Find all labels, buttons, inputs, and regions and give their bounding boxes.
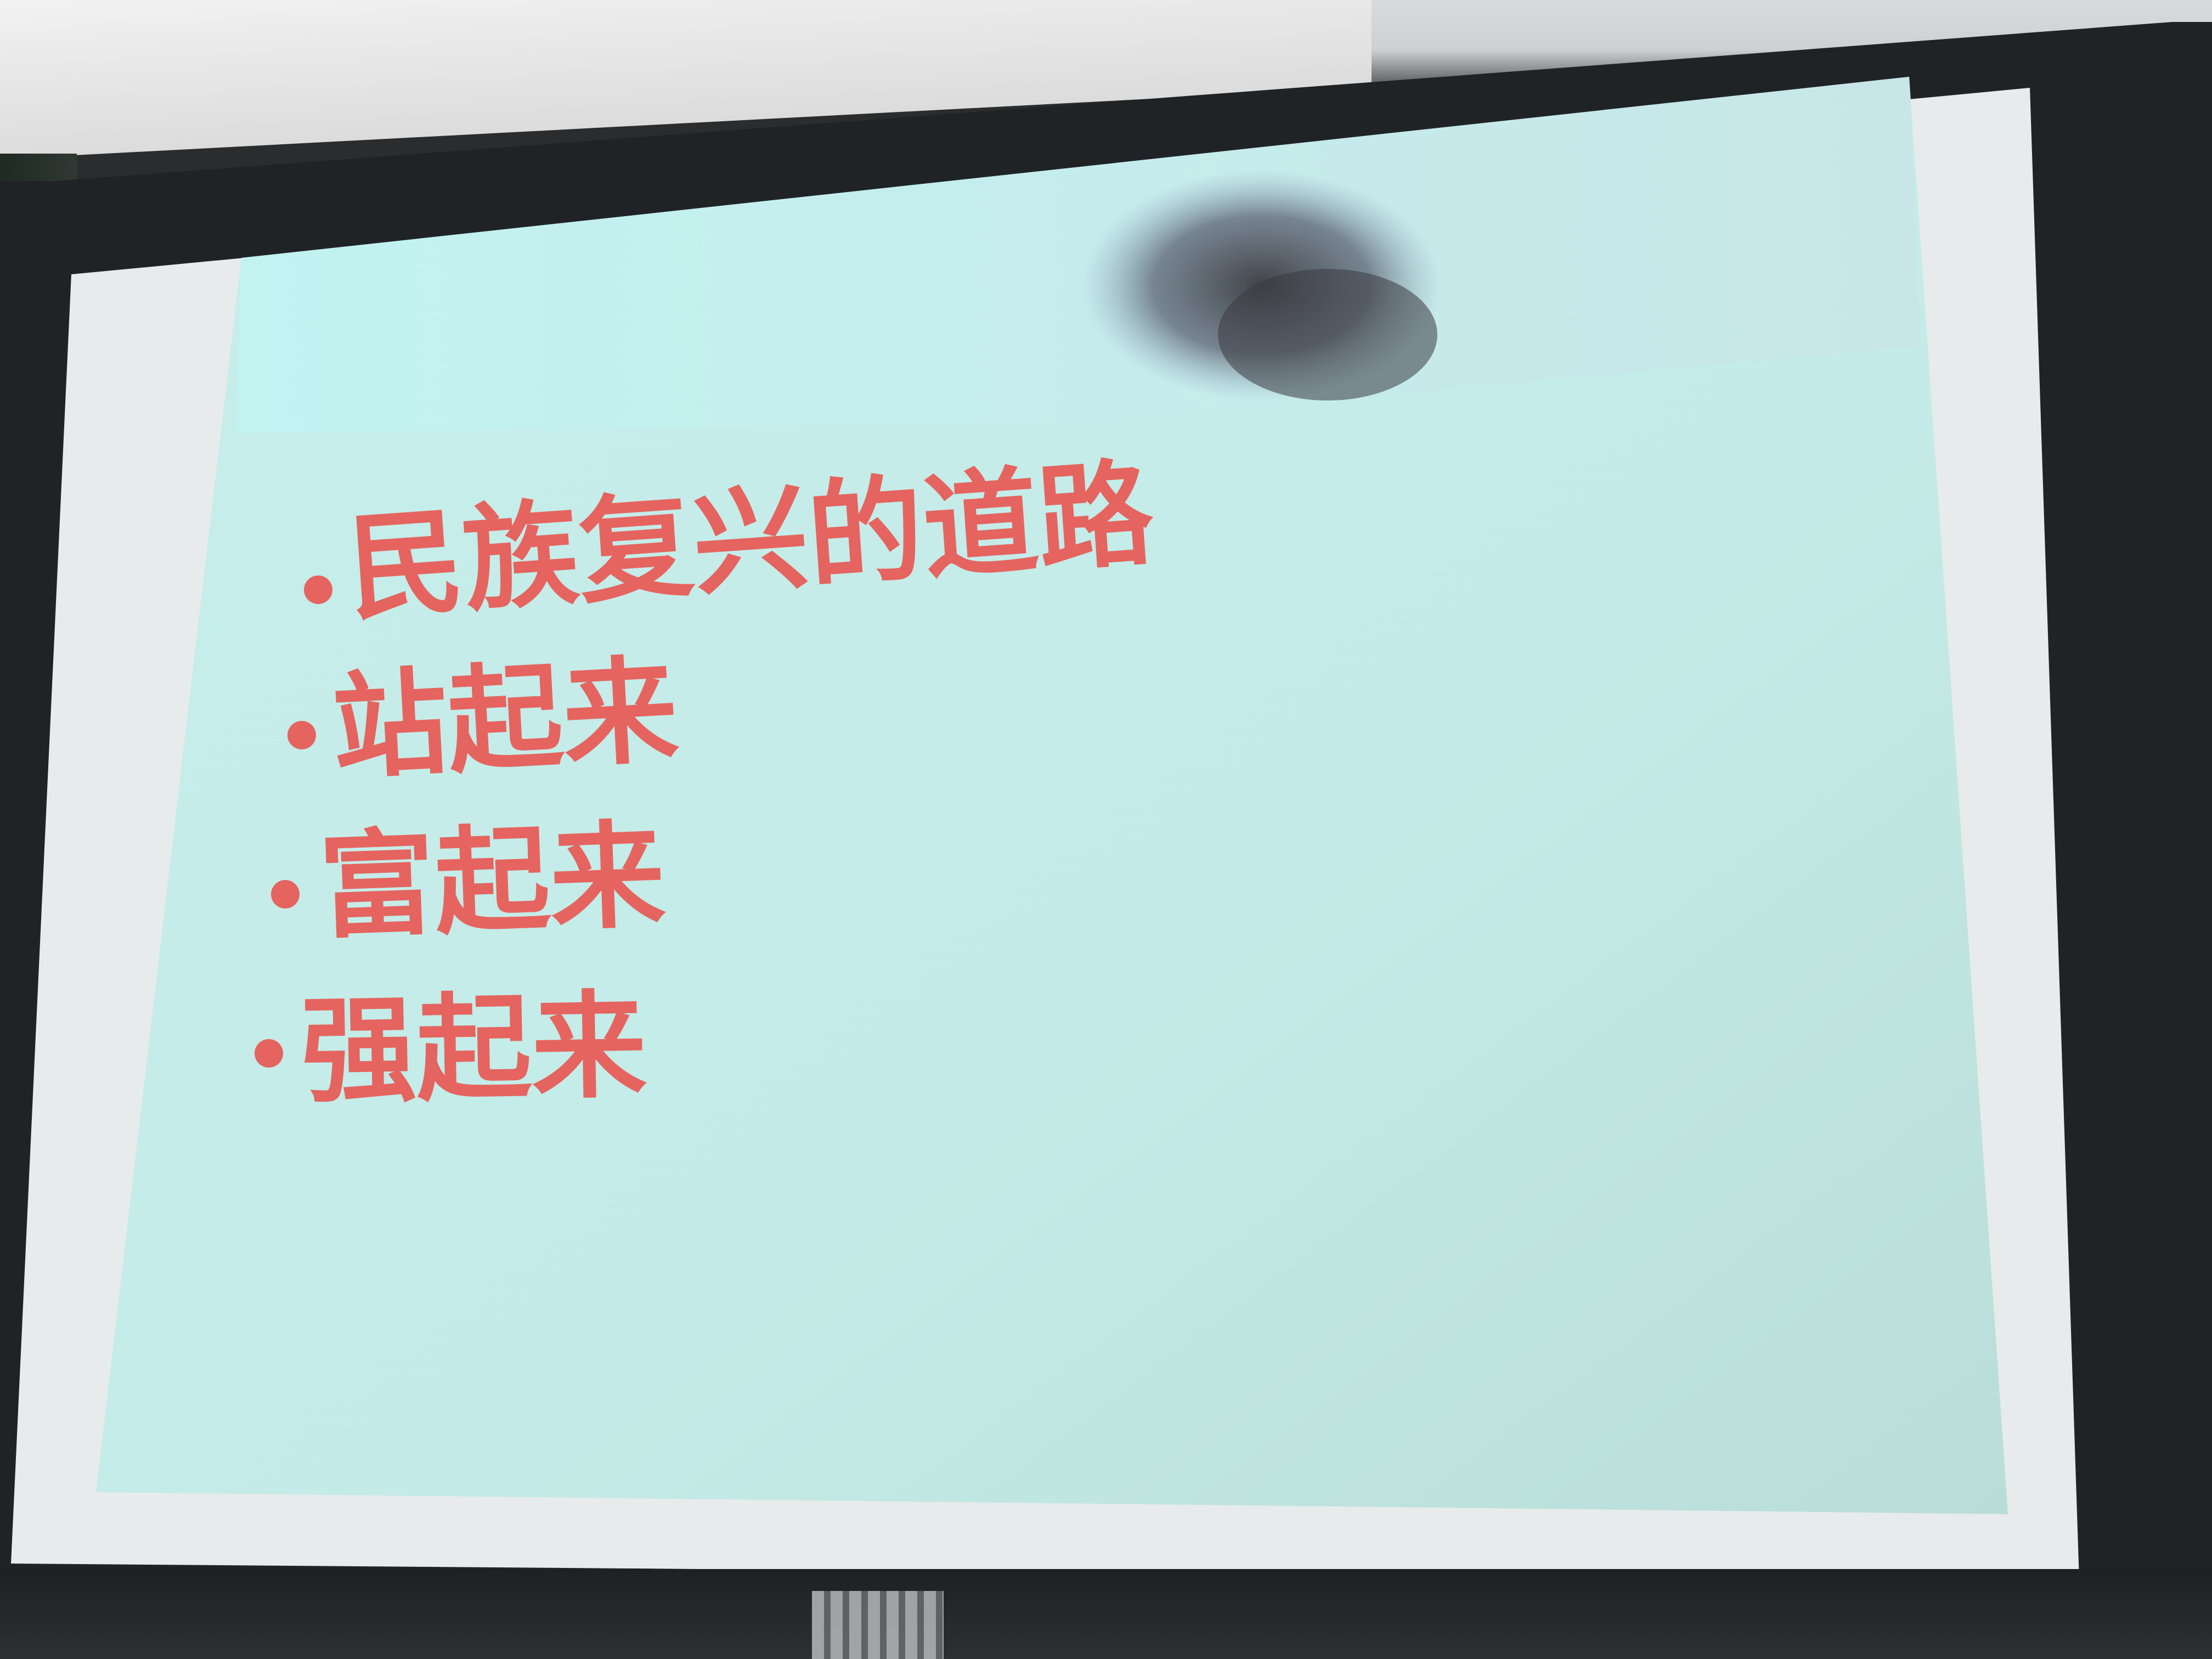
- screen-bottom-frame: [0, 1569, 2212, 1659]
- slide-area: [96, 77, 2008, 1514]
- bullet-dot: [287, 721, 316, 749]
- bullet-item-4: 强起来: [300, 979, 648, 1119]
- bullet-item-2: 站起来: [329, 643, 681, 795]
- bullet-dot: [255, 1039, 283, 1068]
- bullet-dot: [271, 880, 300, 909]
- header-photo-figure-shadow: [1218, 269, 1437, 400]
- bottom-light-fixture: [812, 1591, 944, 1659]
- bullet-item-3: 富起来: [317, 808, 667, 955]
- bullet-dot: [304, 575, 332, 604]
- slide-header-image: [236, 77, 1920, 433]
